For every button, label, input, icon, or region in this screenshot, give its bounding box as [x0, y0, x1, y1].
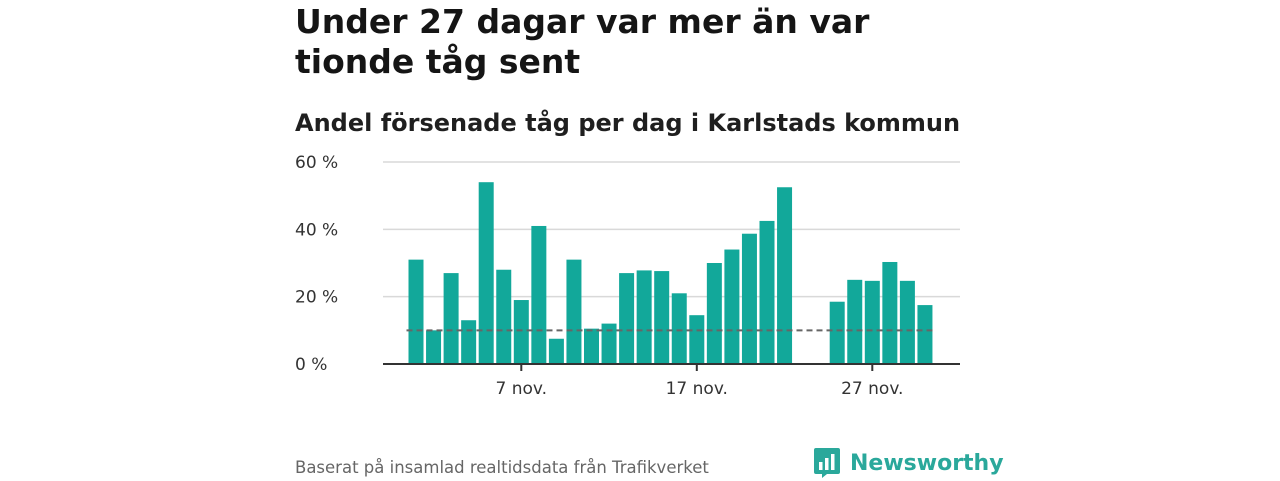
bar	[829, 301, 845, 364]
grid-lines	[383, 161, 960, 298]
bar	[741, 233, 757, 364]
x-tick-label: 7 nov.	[496, 379, 548, 399]
x-axis-tick-labels: 7 nov. 17 nov. 27 nov.	[496, 379, 904, 399]
bar	[917, 305, 933, 364]
bar	[777, 187, 793, 364]
bar	[706, 263, 722, 364]
bar	[513, 300, 529, 364]
x-tick-label: 17 nov.	[666, 379, 728, 399]
bar	[566, 259, 582, 364]
chart-subtitle: Andel försenade tåg per dag i Karlstads …	[295, 109, 961, 137]
bar	[443, 273, 459, 364]
bar-chart: 0 % 20 % 40 % 60 % 7 nov. 17 nov. 27 nov.	[295, 153, 960, 399]
bar	[408, 259, 424, 364]
bar	[899, 280, 915, 364]
brand-logo: Newsworthy	[813, 445, 1004, 481]
bar	[654, 271, 670, 364]
bar	[689, 315, 705, 364]
bar	[531, 225, 547, 364]
source-note: Baserat på insamlad realtidsdata från Tr…	[295, 458, 709, 477]
bar	[584, 328, 599, 364]
bar	[548, 338, 564, 364]
bar	[882, 261, 898, 364]
newsworthy-logo-icon	[814, 448, 840, 478]
bar	[478, 182, 494, 364]
x-axis	[383, 363, 960, 371]
bars	[408, 182, 933, 364]
y-axis-tick-labels: 0 % 20 % 40 % 60 %	[295, 153, 338, 375]
chart-title: Under 27 dagar var mer än var tionde tåg…	[295, 2, 870, 81]
bar	[759, 220, 775, 364]
y-tick-label: 60 %	[295, 153, 338, 173]
bar	[496, 269, 512, 364]
y-tick-label: 40 %	[295, 220, 338, 240]
bar	[671, 293, 687, 364]
y-tick-label: 0 %	[295, 355, 327, 375]
bar	[426, 330, 442, 364]
bar	[461, 320, 477, 364]
y-tick-label: 20 %	[295, 288, 338, 308]
bar	[724, 249, 740, 364]
chart-card: Under 27 dagar var mer än var tionde tåg…	[295, 0, 1004, 480]
x-tick-label: 27 nov.	[841, 379, 903, 399]
bar	[619, 273, 635, 364]
brand-name: Newsworthy	[850, 450, 1004, 476]
bar	[601, 323, 617, 364]
bar	[847, 279, 863, 364]
bar	[864, 280, 880, 364]
bar	[636, 270, 652, 364]
